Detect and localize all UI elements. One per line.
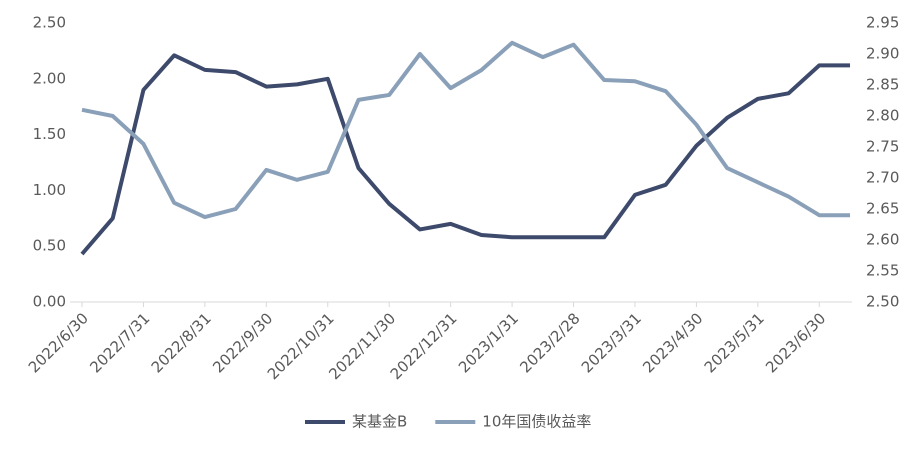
series-line bbox=[80, 53, 850, 256]
series-line bbox=[81, 40, 850, 220]
x-tick-label: 2022/9/30 bbox=[209, 309, 276, 376]
y2-tick-label: 2.55 bbox=[866, 262, 899, 280]
y2-tick-label: 2.85 bbox=[866, 76, 899, 94]
y2-tick-label: 2.65 bbox=[866, 200, 899, 218]
y-tick-label: 2.00 bbox=[33, 69, 66, 87]
x-tick-label: 2023/2/28 bbox=[516, 309, 583, 376]
x-tick-label: 2022/6/30 bbox=[25, 309, 92, 376]
y-tick-label: 1.50 bbox=[33, 125, 66, 143]
legend-label: 10年国债收益率 bbox=[482, 413, 591, 431]
y2-tick-label: 2.50 bbox=[866, 293, 899, 311]
y-tick-label: 1.00 bbox=[33, 181, 66, 199]
x-tick-label: 2022/12/31 bbox=[387, 309, 461, 383]
x-tick-label: 2023/5/31 bbox=[701, 309, 768, 376]
legend-label: 某基金B bbox=[352, 413, 407, 431]
y2-tick-label: 2.80 bbox=[866, 107, 899, 125]
y-tick-label: 2.50 bbox=[33, 14, 66, 32]
x-tick-label: 2022/8/31 bbox=[148, 309, 215, 376]
x-tick-label: 2023/1/31 bbox=[455, 309, 522, 376]
x-tick-label: 2023/6/30 bbox=[762, 309, 829, 376]
y-tick-label: 0.50 bbox=[33, 237, 66, 255]
y2-tick-label: 2.60 bbox=[866, 231, 899, 249]
y2-tick-label: 2.70 bbox=[866, 169, 899, 187]
x-tick-label: 2022/7/31 bbox=[86, 309, 153, 376]
y2-tick-label: 2.75 bbox=[866, 138, 899, 156]
x-tick-label: 2023/4/30 bbox=[639, 309, 706, 376]
x-tick-label: 2023/3/31 bbox=[578, 309, 645, 376]
y-tick-label: 0.00 bbox=[33, 293, 66, 311]
y2-tick-label: 2.95 bbox=[866, 14, 899, 32]
y2-tick-label: 2.90 bbox=[866, 45, 899, 63]
